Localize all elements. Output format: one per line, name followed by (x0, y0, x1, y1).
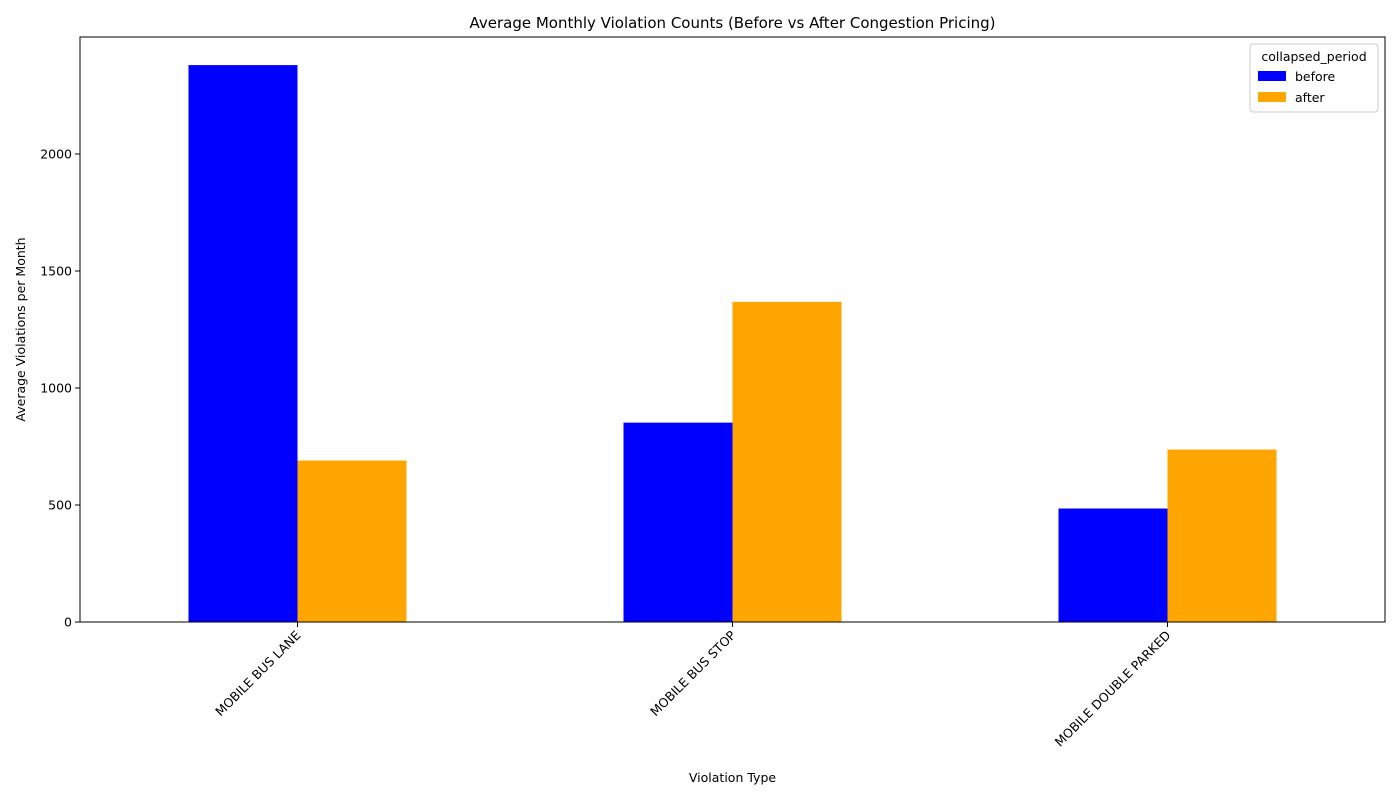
legend-swatch-after (1258, 92, 1286, 102)
plot-area: MOBILE BUS LANE MOBILE BUS STOP MOBILE DOU… (40, 36, 1386, 750)
legend-title: collapsed_period (1261, 49, 1366, 64)
axes-frame (79, 36, 1386, 623)
x-tick-label: MOBILE BUS LANE (212, 627, 304, 719)
legend: collapsed_period before after (1249, 43, 1379, 113)
x-axis-label: Violation Type (689, 770, 776, 785)
y-tick-label: 0 (64, 615, 72, 630)
bar-after-2 (1167, 449, 1277, 622)
bar-before-1 (623, 422, 733, 622)
legend-swatch-before (1258, 71, 1286, 81)
bar-before-0 (188, 65, 298, 622)
legend-label-after: after (1295, 90, 1325, 105)
chart-title: Average Monthly Violation Counts (Before… (469, 14, 995, 32)
y-tick-label: 2000 (40, 147, 72, 162)
y-tick-label: 1500 (40, 264, 72, 279)
y-tick-label: 1000 (40, 381, 72, 396)
y-axis-label: Average Violations per Month (13, 237, 28, 421)
y-tick-label: 500 (48, 498, 72, 513)
bar-before-2 (1058, 508, 1168, 622)
bar-after-0 (297, 460, 407, 622)
bar-after-1 (732, 301, 842, 622)
x-tick-label: MOBILE DOUBLE PARKED (1052, 628, 1174, 750)
legend-label-before: before (1295, 69, 1336, 84)
x-tick-label: MOBILE BUS STOP (647, 627, 739, 719)
